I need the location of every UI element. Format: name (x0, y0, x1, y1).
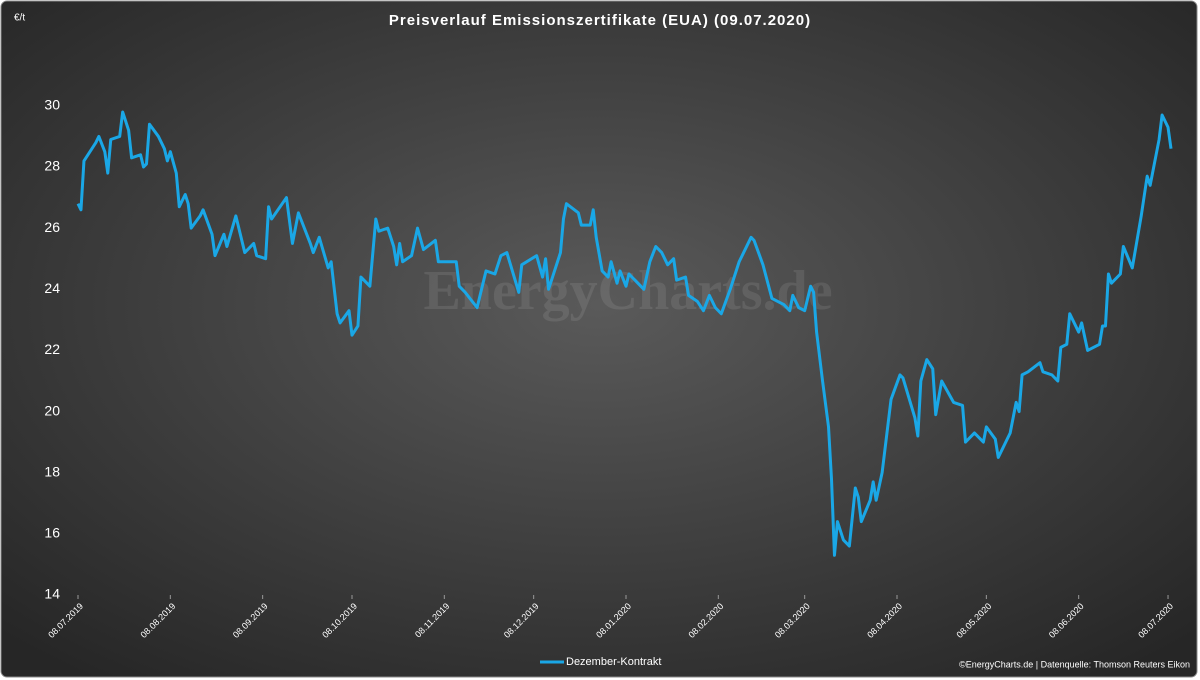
y-tick-label: 18 (44, 463, 60, 479)
legend-label: Dezember-Kontrakt (566, 656, 661, 668)
y-tick-label: 24 (44, 280, 60, 296)
y-tick-label: 26 (44, 219, 60, 235)
y-tick-label: 16 (44, 525, 60, 541)
source-note: ©EnergyCharts.de | Datenquelle: Thomson … (959, 659, 1190, 669)
y-tick-label: 30 (44, 97, 60, 113)
y-unit: €/t (14, 13, 25, 24)
y-tick-label: 20 (44, 402, 60, 418)
series-line (76, 110, 1173, 557)
y-tick-label: 14 (44, 586, 60, 602)
chart-title: Preisverlauf Emissionszertifikate (EUA) … (389, 12, 811, 29)
y-tick-label: 28 (44, 158, 60, 174)
y-tick-label: 22 (44, 341, 60, 357)
